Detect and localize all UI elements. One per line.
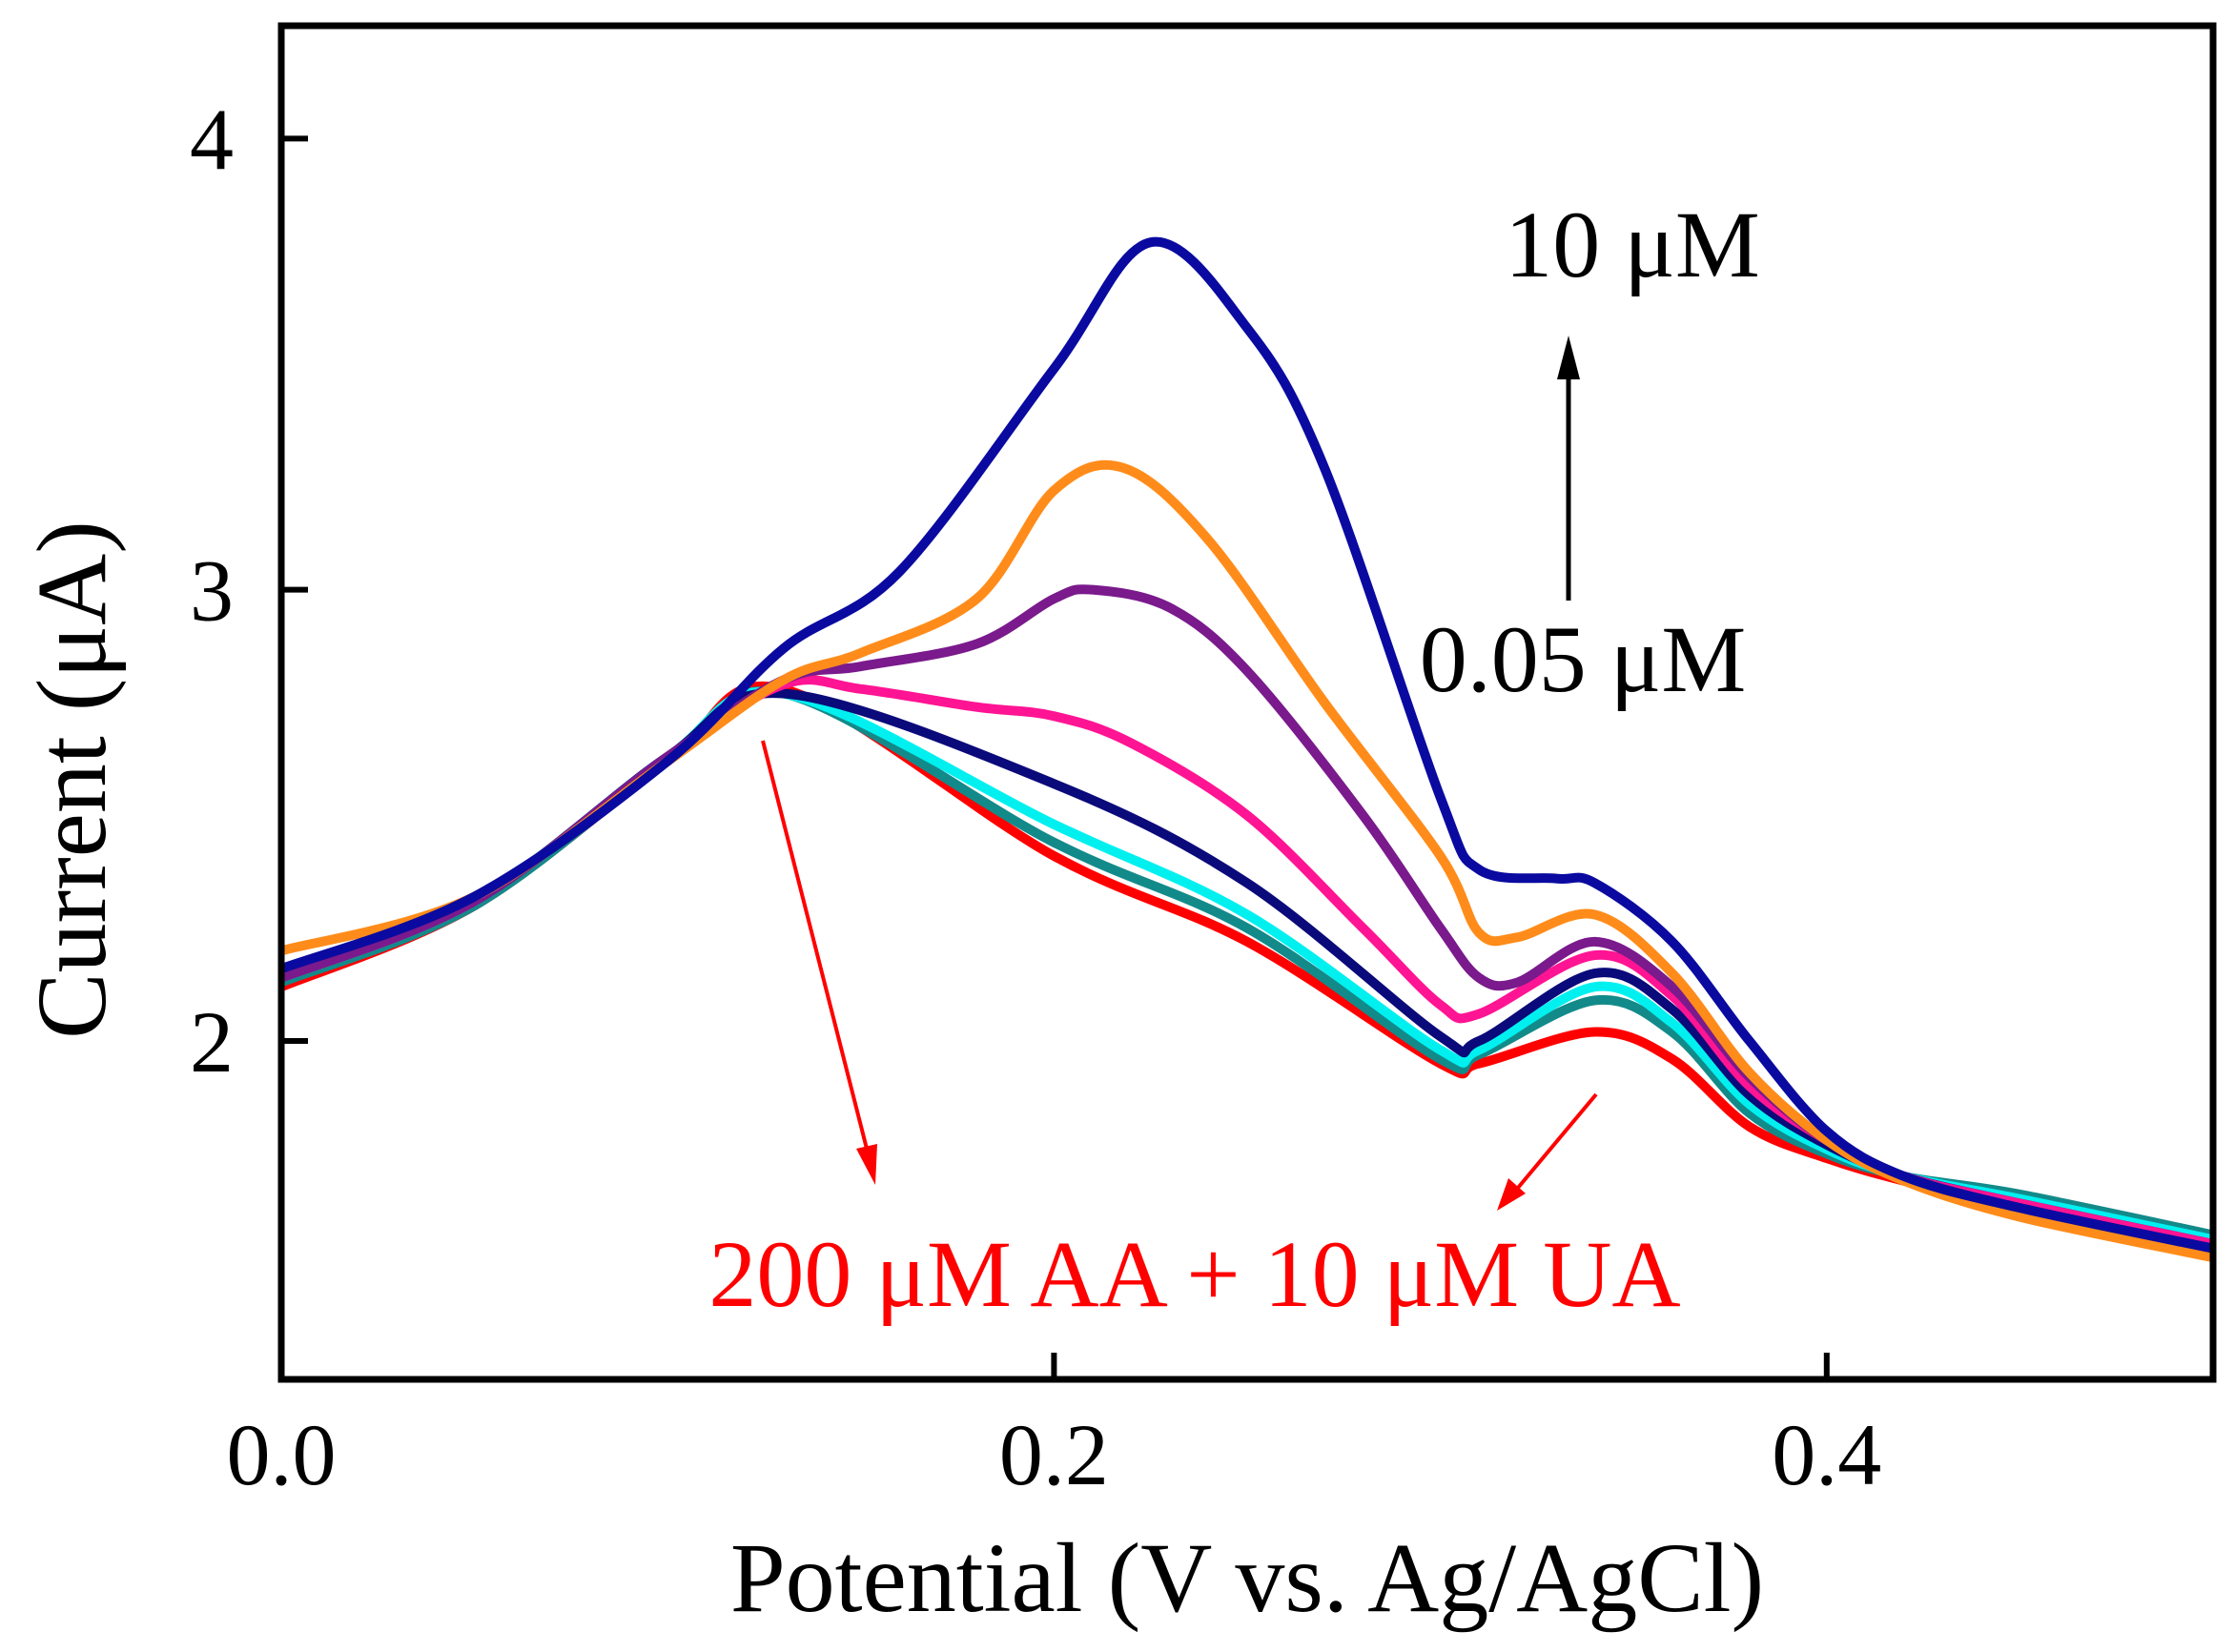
x-tick-label: 0.2 (999, 1406, 1109, 1503)
series-line-4 (279, 675, 2215, 1249)
label-0.05uM: 0.05 μM (1420, 606, 1747, 712)
series-line-7 (279, 236, 2215, 1254)
series-line-6 (279, 459, 2215, 1263)
label-10uM: 10 μM (1505, 192, 1760, 297)
ticks: 0.0 0.2 0.4 2 3 4 (190, 91, 1881, 1503)
x-tick-label: 0.0 (227, 1406, 337, 1503)
series-line-1 (279, 686, 2215, 1240)
series-line-2 (279, 686, 2215, 1245)
y-tick-label: 2 (190, 993, 234, 1091)
y-axis-label: Current (μA) (17, 520, 127, 1039)
curves (279, 236, 2215, 1263)
y-tick-label: 4 (190, 91, 234, 188)
x-tick-label: 0.4 (1772, 1406, 1881, 1503)
x-axis-label: Potential (V vs. Ag/AgCl) (730, 1523, 1764, 1633)
plot-frame (277, 22, 2217, 1383)
y-tick-label: 3 (190, 542, 234, 640)
red-arrow-right (1497, 1092, 1598, 1211)
annotation-arrow-up (1557, 336, 1580, 601)
label-baseline: 200 μM AA + 10 μM UA (708, 1221, 1680, 1327)
red-arrow-left (761, 740, 877, 1185)
series-line-3 (279, 688, 2215, 1249)
series-line-0 (279, 681, 2215, 1254)
